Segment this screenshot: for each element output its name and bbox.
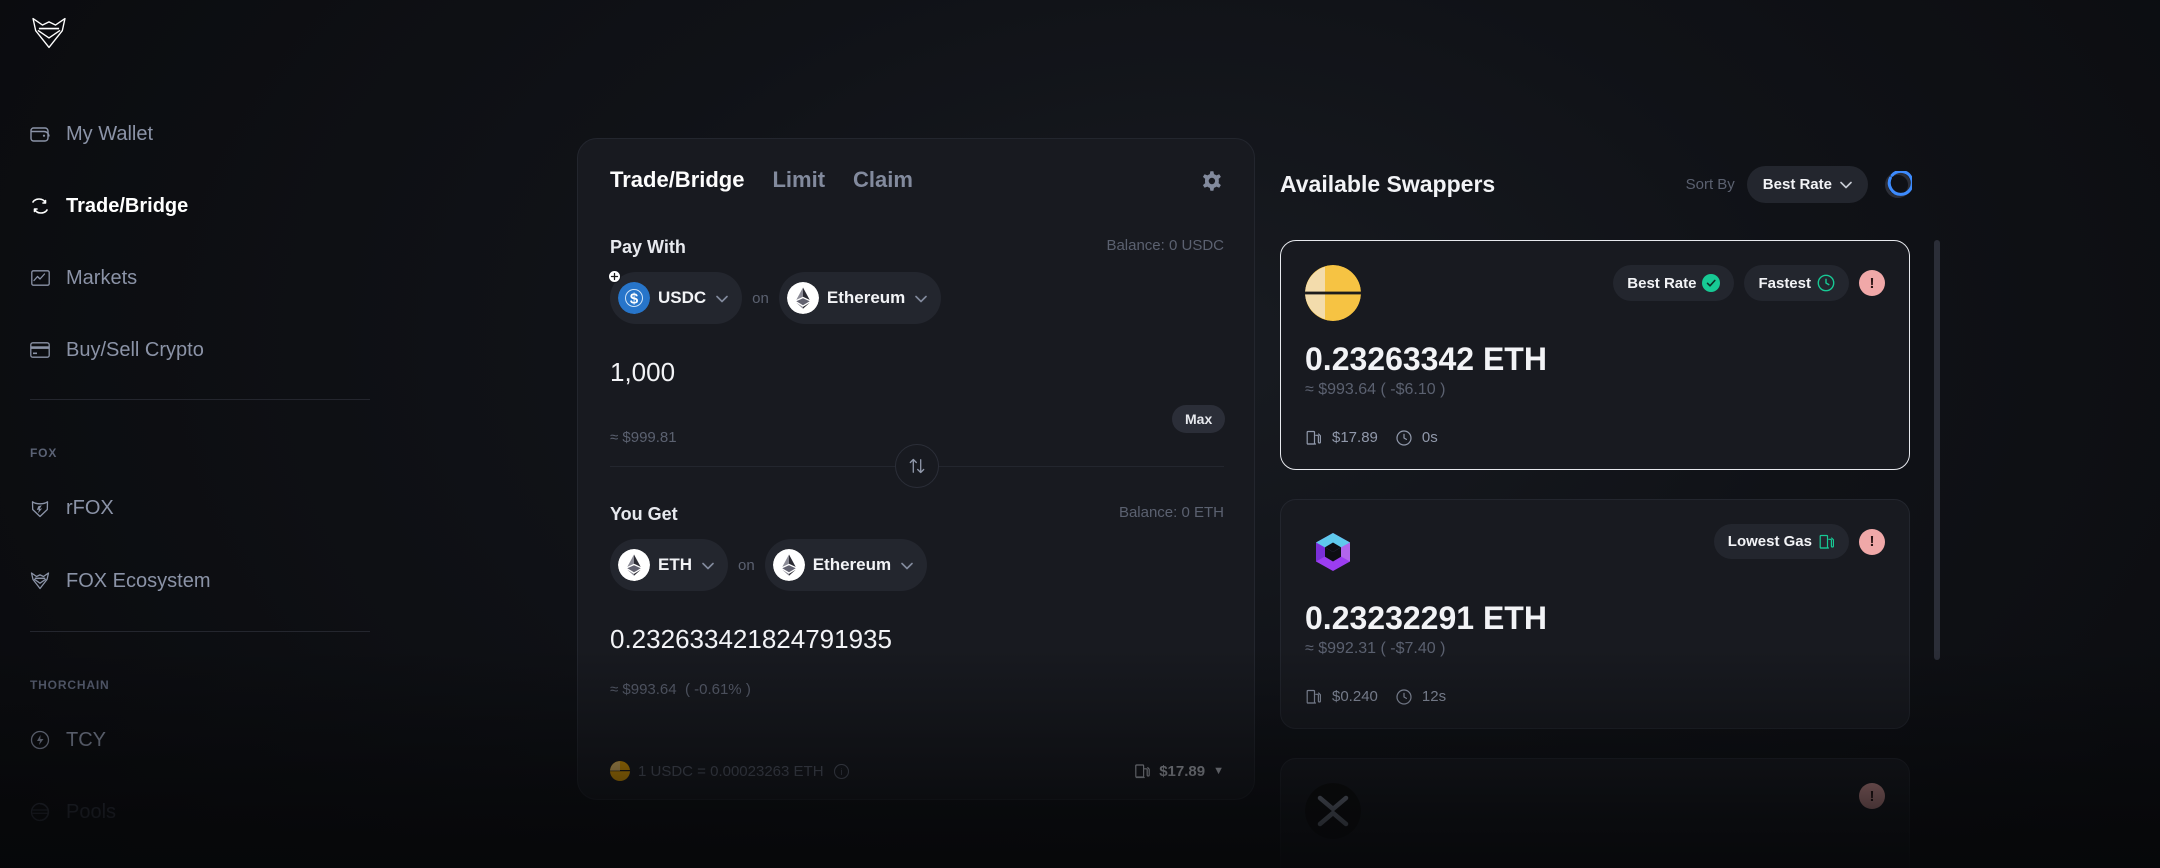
svg-text:i: i [840,767,842,777]
svg-text:$: $ [630,291,639,308]
